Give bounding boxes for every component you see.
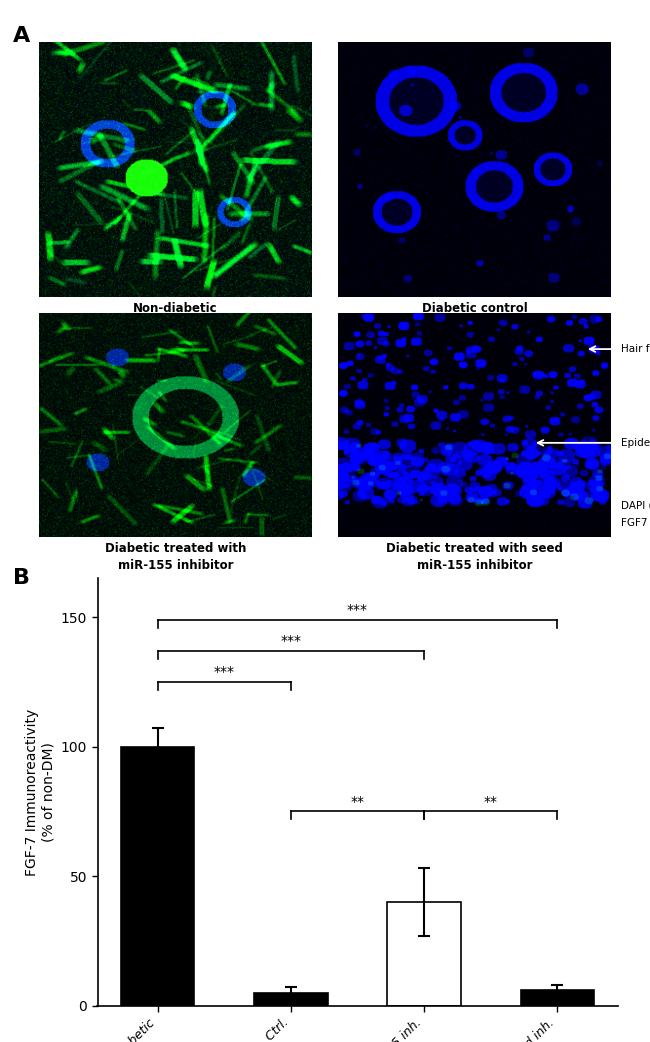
Y-axis label: FGF-7 Immunoreactivity
(% of non-DM): FGF-7 Immunoreactivity (% of non-DM) bbox=[25, 709, 55, 875]
Text: Diabetic treated with
miR-155 inhibitor: Diabetic treated with miR-155 inhibitor bbox=[105, 542, 246, 572]
Text: **: ** bbox=[350, 795, 365, 809]
Text: **: ** bbox=[484, 795, 498, 809]
Text: Hair follicles: Hair follicles bbox=[621, 344, 650, 354]
Text: ***: *** bbox=[214, 665, 235, 679]
Text: Non-diabetic: Non-diabetic bbox=[133, 302, 218, 315]
Text: ***: *** bbox=[280, 635, 302, 648]
Bar bbox=[521, 990, 594, 1006]
Text: Epidermis: Epidermis bbox=[621, 438, 650, 448]
Text: Diabetic control: Diabetic control bbox=[422, 302, 527, 315]
Bar bbox=[387, 902, 461, 1006]
Text: DAPI (blue): DAPI (blue) bbox=[621, 500, 650, 511]
Text: FGF7 (green): FGF7 (green) bbox=[621, 518, 650, 528]
Text: B: B bbox=[13, 568, 30, 588]
Bar bbox=[254, 993, 328, 1006]
Bar bbox=[121, 747, 194, 1006]
Text: ***: *** bbox=[347, 603, 368, 617]
Text: A: A bbox=[13, 26, 31, 46]
Text: Diabetic treated with seed
miR-155 inhibitor: Diabetic treated with seed miR-155 inhib… bbox=[386, 542, 563, 572]
